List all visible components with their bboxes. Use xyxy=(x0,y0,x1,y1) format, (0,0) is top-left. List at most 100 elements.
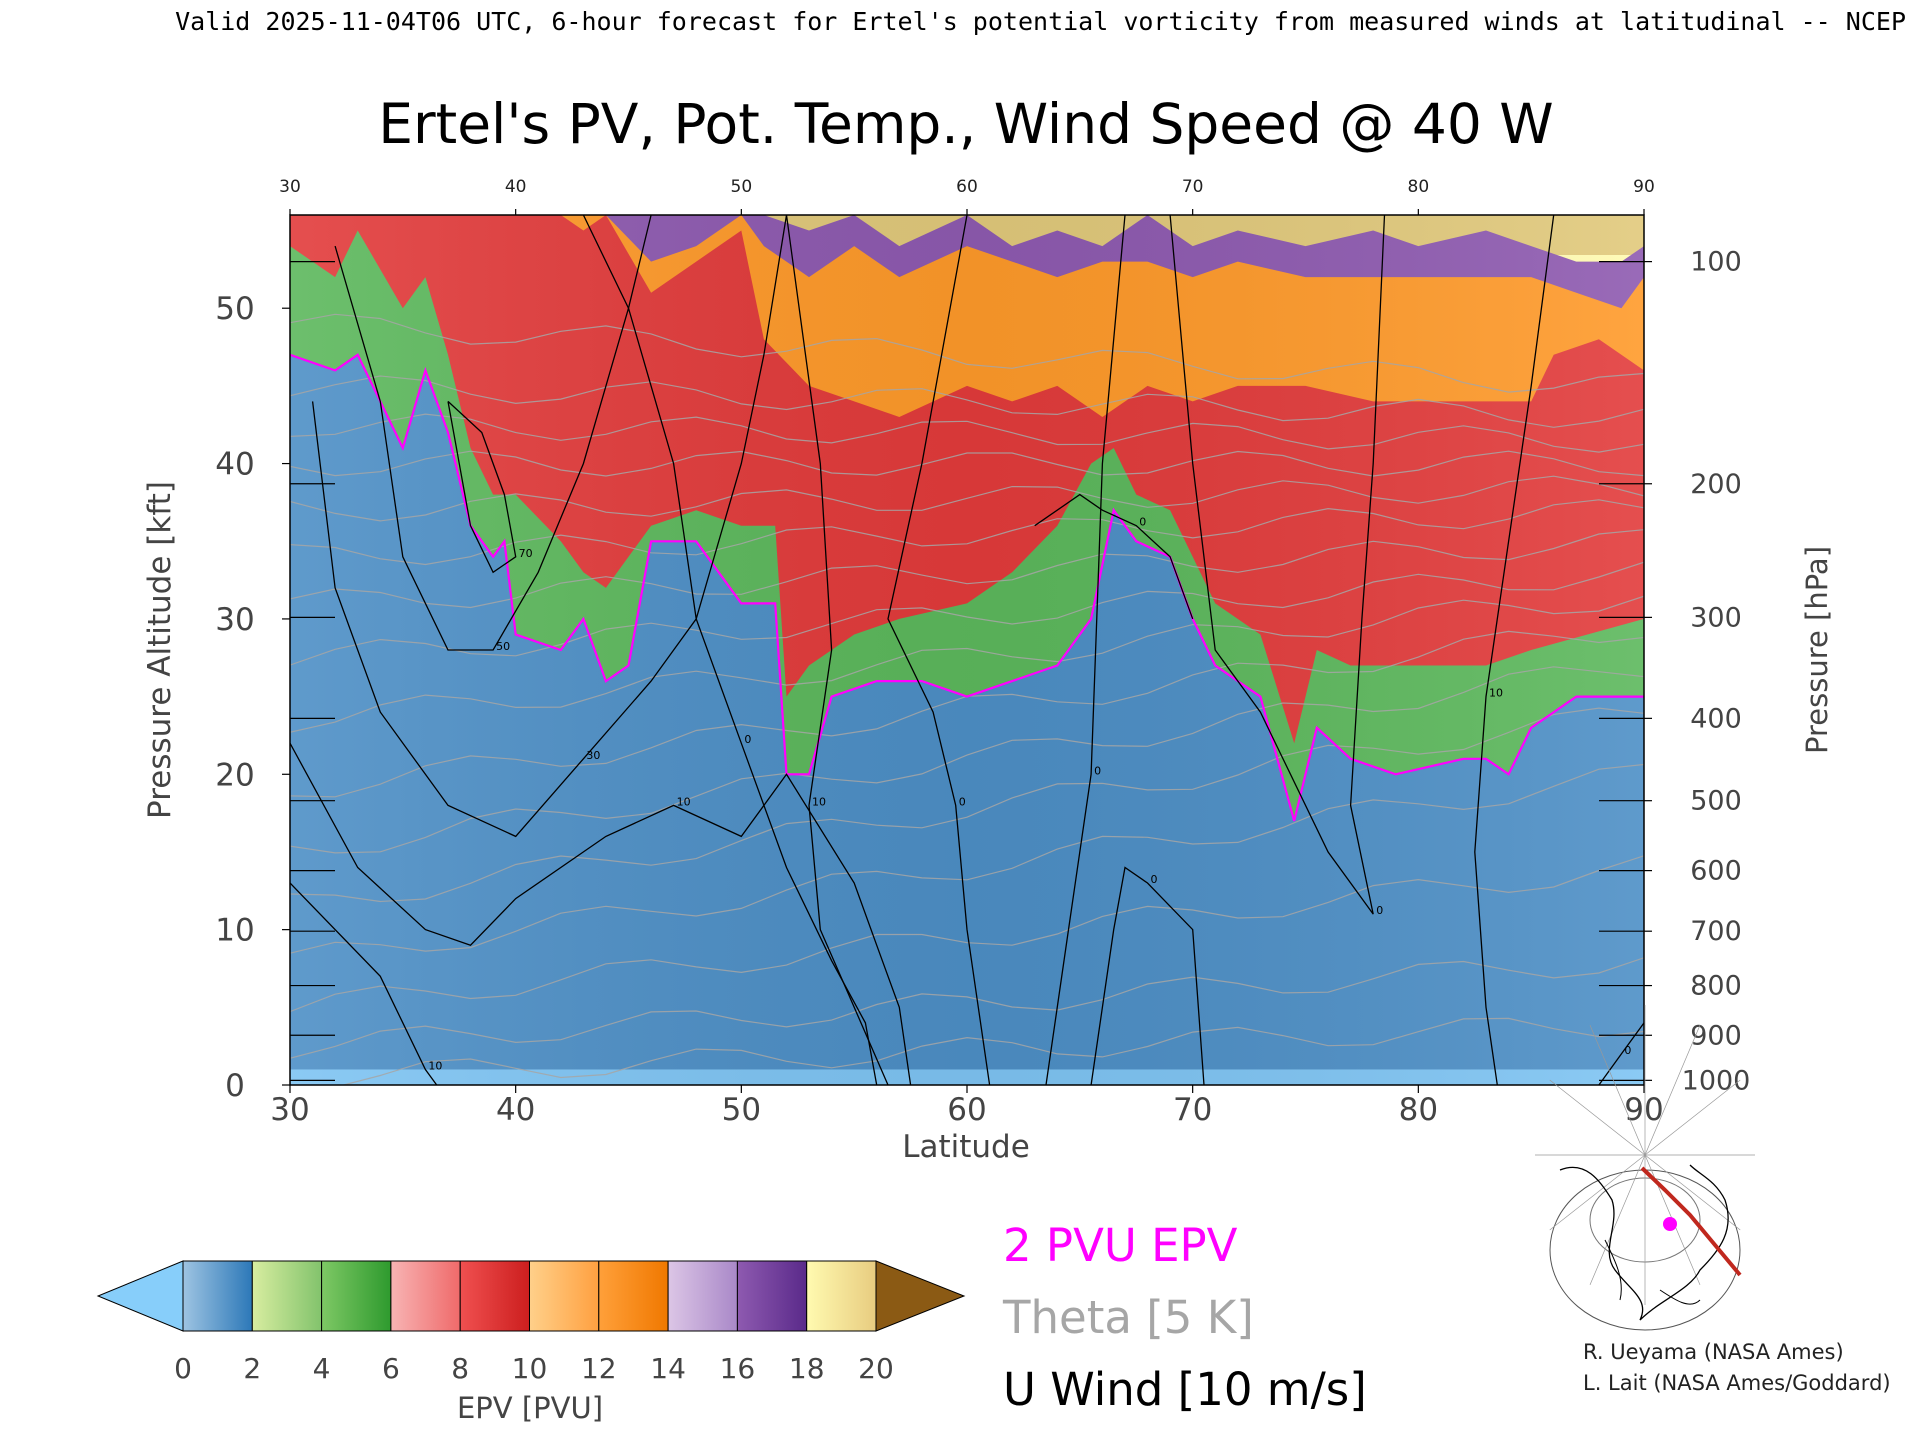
colorbar-tick-label: 12 xyxy=(581,1352,617,1385)
x-tick-label: 40 xyxy=(496,1092,535,1128)
credit-line-1: R. Ueyama (NASA Ames) xyxy=(1583,1340,1844,1364)
inset-map-meridian xyxy=(1644,1024,1701,1156)
x-axis-top: 30 40 50 60 70 80 90 xyxy=(279,177,1655,215)
u-wind-label: 0 xyxy=(1624,1044,1631,1057)
inset-map-meridian xyxy=(1644,1154,1741,1231)
u-wind-contours: 10 10 30 50 70 0 10 0 0 0 0 0 10 0 xyxy=(290,215,1644,1085)
y-axis-left: 0 10 20 30 40 50 xyxy=(215,291,290,1104)
theta-contour-305 xyxy=(290,666,1644,854)
colorbar-tick-label: 14 xyxy=(650,1352,686,1385)
credit-line-2: L. Lait (NASA Ames/Goddard) xyxy=(1583,1371,1891,1395)
colorbar-under-arrow xyxy=(96,1260,184,1332)
colorbar-bin-14-16 xyxy=(667,1260,738,1332)
x-tick-label-top: 80 xyxy=(1408,177,1430,197)
inset-map-meridian xyxy=(1589,1154,1646,1286)
y-tick-label-left: 20 xyxy=(215,757,254,793)
u-wind-label: 10 xyxy=(428,1059,442,1072)
colorbar-bin-2-4 xyxy=(251,1260,323,1332)
u-wind-contour-50-3 xyxy=(334,215,652,651)
u-wind-contour-0-7 xyxy=(887,215,991,1085)
y-tick-label-left: 50 xyxy=(215,291,254,327)
u-wind-label: 10 xyxy=(812,795,826,808)
colorbar-bin-12-14 xyxy=(598,1260,669,1332)
theta-contour-285 xyxy=(290,957,1644,1059)
colorbar-bin-8-10 xyxy=(459,1260,531,1332)
y-axis-right: 100 200 300 400 500 600 700 800 900 1000 xyxy=(1644,247,1751,1096)
u-wind-label: 0 xyxy=(1151,873,1158,886)
colorbar-tick-label: 8 xyxy=(451,1352,469,1385)
theta-contour-300 xyxy=(290,707,1644,903)
u-wind-label: 50 xyxy=(496,640,510,653)
colorbar-bin-10-12 xyxy=(529,1260,600,1332)
x-tick-label: 60 xyxy=(947,1092,986,1128)
inset-map-coastline xyxy=(1559,1164,1729,1321)
u-wind-label: 10 xyxy=(677,795,691,808)
colorbar-label: EPV [PVU] xyxy=(457,1391,603,1425)
u-wind-contour-10-0 xyxy=(290,882,438,1085)
colorbar-tick-label: 20 xyxy=(858,1352,894,1385)
colorbar-tick-label: 10 xyxy=(512,1352,548,1385)
y-tick-label-left: 40 xyxy=(215,447,254,483)
x-axis-bottom: 30 40 50 60 70 80 90 xyxy=(270,1085,1664,1128)
theta-contour-345 xyxy=(290,413,1644,453)
inset-map-bounds xyxy=(1545,1152,1741,1304)
y-tick-label-left: 30 xyxy=(215,602,254,638)
x-tick-label-top: 40 xyxy=(505,177,527,197)
theta-contour-350 xyxy=(290,375,1644,428)
x-tick-label: 90 xyxy=(1624,1092,1663,1128)
theta-contour-295 xyxy=(290,763,1644,954)
u-wind-contour-0-5 xyxy=(582,215,878,1085)
u-wind-label: 0 xyxy=(1094,764,1101,777)
plot-area: 10 10 30 50 70 0 10 0 0 0 0 0 10 0 xyxy=(289,214,1645,1086)
y-axis-label-right: Pressure [hPa] xyxy=(1800,546,1834,754)
u-wind-label: 30 xyxy=(586,749,600,762)
epv-2pvu-line xyxy=(290,353,1644,822)
x-tick-label: 70 xyxy=(1173,1092,1212,1128)
u-wind-contour-0-10 xyxy=(1169,215,1386,915)
pressure-ticks-inner xyxy=(290,261,1644,1081)
theta-contour-360 xyxy=(290,313,1644,393)
y-tick-label-right: 100 xyxy=(1690,247,1742,278)
u-wind-contour-0-13 xyxy=(1598,1022,1644,1085)
u-wind-label: 0 xyxy=(959,795,966,808)
theta-contour-280 xyxy=(341,1017,1644,1085)
inset-map-track xyxy=(1640,1166,1742,1277)
x-tick-label-top: 30 xyxy=(279,177,301,197)
y-tick-label-right: 300 xyxy=(1690,602,1742,633)
y-tick-label-left: 0 xyxy=(225,1068,245,1104)
u-wind-contour-10-6 xyxy=(785,215,889,1085)
u-wind-contour-10-1 xyxy=(290,742,912,1085)
inset-map-point xyxy=(1663,1217,1677,1231)
chart-title: Ertel's PV, Pot. Temp., Wind Speed @ 40 … xyxy=(378,92,1553,156)
u-wind-contour-10-12 xyxy=(1474,215,1555,1085)
x-tick-label-top: 70 xyxy=(1182,177,1204,197)
u-wind-label: 10 xyxy=(1489,687,1503,700)
y-tick-label-right: 800 xyxy=(1690,971,1742,1002)
u-wind-label: 70 xyxy=(519,547,533,560)
inset-map-meridian xyxy=(1589,1024,1646,1156)
inset-map-meridian xyxy=(1549,1154,1646,1231)
y-tick-label-right: 600 xyxy=(1690,856,1742,887)
theta-contour-325 xyxy=(290,529,1644,609)
colorbar-tick-label: 16 xyxy=(720,1352,756,1385)
u-wind-label: 0 xyxy=(1376,904,1383,917)
inset-map xyxy=(1535,1005,1755,1331)
colorbar-tick-label: 0 xyxy=(174,1352,192,1385)
x-tick-label-top: 50 xyxy=(731,177,753,197)
y-tick-label-right: 400 xyxy=(1690,703,1742,734)
y-tick-label-right: 700 xyxy=(1690,916,1742,947)
colorbar-bin-6-8 xyxy=(390,1260,461,1332)
x-tick-label-top: 90 xyxy=(1633,177,1655,197)
u-wind-contour-0-11 xyxy=(1090,866,1205,1085)
colorbar: 0 2 4 6 8 10 12 14 16 18 20 xyxy=(96,1260,966,1385)
u-wind-contour-70-4 xyxy=(447,400,517,574)
y-tick-label-right: 1000 xyxy=(1682,1065,1751,1096)
legend-epv-label: 2 PVU EPV xyxy=(1003,1219,1238,1272)
inset-map-meridian xyxy=(1549,1079,1646,1156)
colorbar-tick-label: 2 xyxy=(243,1352,261,1385)
legend-uwind-label: U Wind [10 m/s] xyxy=(1003,1363,1367,1416)
x-tick-label: 30 xyxy=(270,1092,309,1128)
y-tick-label-right: 900 xyxy=(1690,1020,1742,1051)
u-wind-contour-0-9 xyxy=(1045,215,1126,1085)
